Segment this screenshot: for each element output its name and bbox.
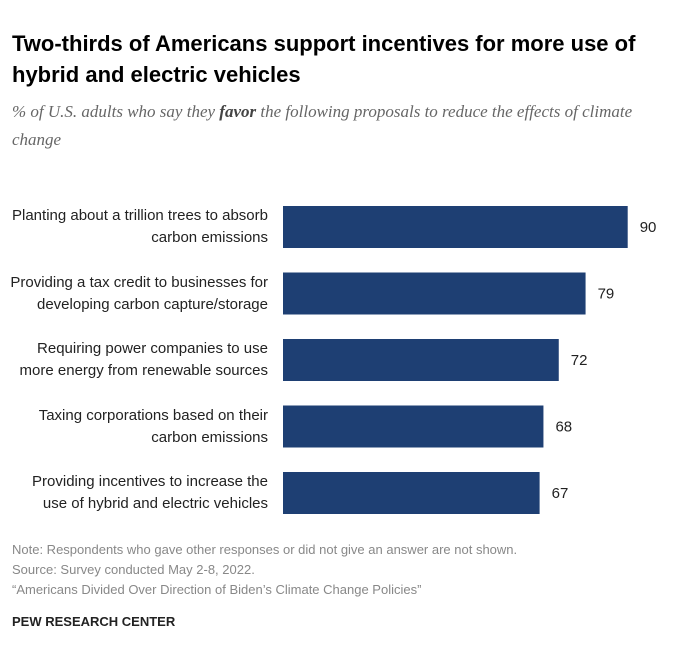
category-label: Providing incentives to increase the use…: [32, 473, 268, 512]
value-label: 67: [552, 485, 569, 502]
chart-title: Two-thirds of Americans support incentiv…: [12, 31, 636, 87]
source: PEW RESEARCH CENTER: [12, 614, 176, 629]
note: Note: Respondents who gave other respons…: [12, 542, 518, 557]
value-label: 90: [640, 219, 657, 236]
value-label: 68: [555, 418, 572, 435]
bar: [283, 272, 586, 315]
note: “Americans Divided Over Direction of Bid…: [12, 582, 422, 597]
category-label: Providing a tax credit to businesses for…: [10, 273, 268, 313]
value-label: 79: [598, 285, 615, 302]
bar: [283, 339, 559, 381]
category-label: Taxing corporations based on their carbo…: [38, 406, 268, 446]
bar: [283, 472, 540, 514]
category-label: Planting about a trillion trees to absor…: [12, 207, 268, 246]
note: Source: Survey conducted May 2-8, 2022.: [12, 562, 255, 577]
subtitle-text: the following proposals to reduce the ef…: [12, 102, 633, 149]
subtitle-emphasis: favor: [219, 102, 257, 121]
bar: [283, 206, 628, 248]
chart-subtitle: % of U.S. adults who say they favor the …: [12, 98, 682, 154]
value-label: 72: [571, 352, 588, 369]
category-label: Requiring power companies to use more en…: [19, 340, 268, 379]
bar: [283, 405, 544, 448]
subtitle-text: % of U.S. adults who say they: [12, 102, 220, 121]
